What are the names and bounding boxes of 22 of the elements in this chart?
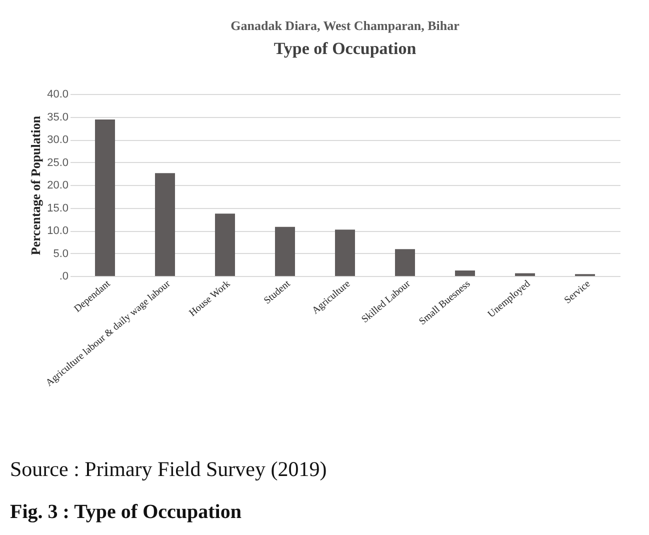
chart-title: Type of Occupation (274, 39, 417, 58)
bar (95, 119, 115, 276)
y-tick-label: .0 (59, 270, 68, 282)
bar (455, 270, 475, 276)
caption: Fig. 3 : Type of Occupation (10, 501, 242, 523)
source-note: Source : Primary Field Survey (2019) (10, 457, 327, 481)
bar (515, 273, 535, 276)
y-tick-label: 5.0 (53, 248, 68, 260)
y-tick-label: 10.0 (47, 225, 68, 237)
y-tick-label: 25.0 (47, 156, 68, 169)
bar (215, 214, 235, 276)
chart-subtitle: Ganadak Diara, West Champaran, Bihar (230, 18, 460, 33)
y-tick-label: 40.0 (47, 88, 68, 100)
y-tick-label: 35.0 (47, 111, 68, 124)
y-tick-label: 15.0 (47, 202, 68, 214)
bar (395, 249, 415, 276)
y-axis-title: Percentage of Population (28, 115, 44, 256)
y-tick-label: 30.0 (47, 134, 68, 146)
bar (275, 226, 295, 276)
bar (155, 173, 175, 276)
bar (335, 230, 355, 276)
y-tick-label: 20.0 (47, 180, 68, 192)
